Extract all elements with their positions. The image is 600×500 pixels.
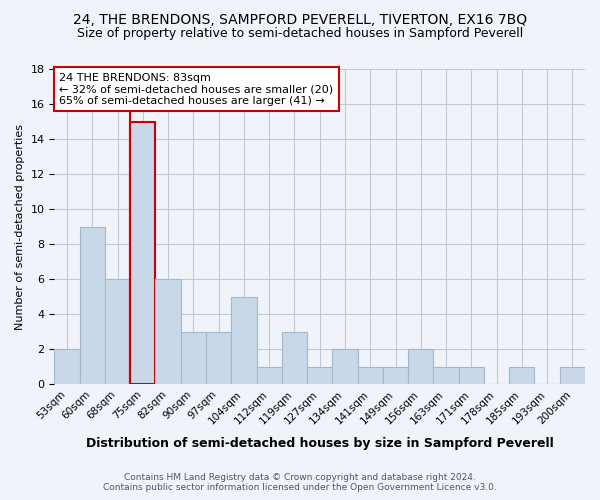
Text: Size of property relative to semi-detached houses in Sampford Peverell: Size of property relative to semi-detach… [77,28,523,40]
Bar [155,279,181,384]
Bar [383,366,408,384]
Bar [206,332,231,384]
Bar [458,366,484,384]
Bar [282,332,307,384]
Bar [358,366,383,384]
Bar [80,226,105,384]
Bar [560,366,585,384]
Bar [433,366,458,384]
Y-axis label: Number of semi-detached properties: Number of semi-detached properties [15,124,25,330]
Bar [130,122,155,384]
Text: 24, THE BRENDONS, SAMPFORD PEVERELL, TIVERTON, EX16 7BQ: 24, THE BRENDONS, SAMPFORD PEVERELL, TIV… [73,12,527,26]
Bar [408,349,433,384]
Bar [332,349,358,384]
Bar [181,332,206,384]
Bar [509,366,535,384]
Text: 24 THE BRENDONS: 83sqm
← 32% of semi-detached houses are smaller (20)
65% of sem: 24 THE BRENDONS: 83sqm ← 32% of semi-det… [59,72,334,106]
Bar [307,366,332,384]
Bar [257,366,282,384]
Bar [55,349,80,384]
Bar [231,296,257,384]
X-axis label: Distribution of semi-detached houses by size in Sampford Peverell: Distribution of semi-detached houses by … [86,437,554,450]
Bar [105,279,130,384]
Text: Contains HM Land Registry data © Crown copyright and database right 2024.
Contai: Contains HM Land Registry data © Crown c… [103,473,497,492]
